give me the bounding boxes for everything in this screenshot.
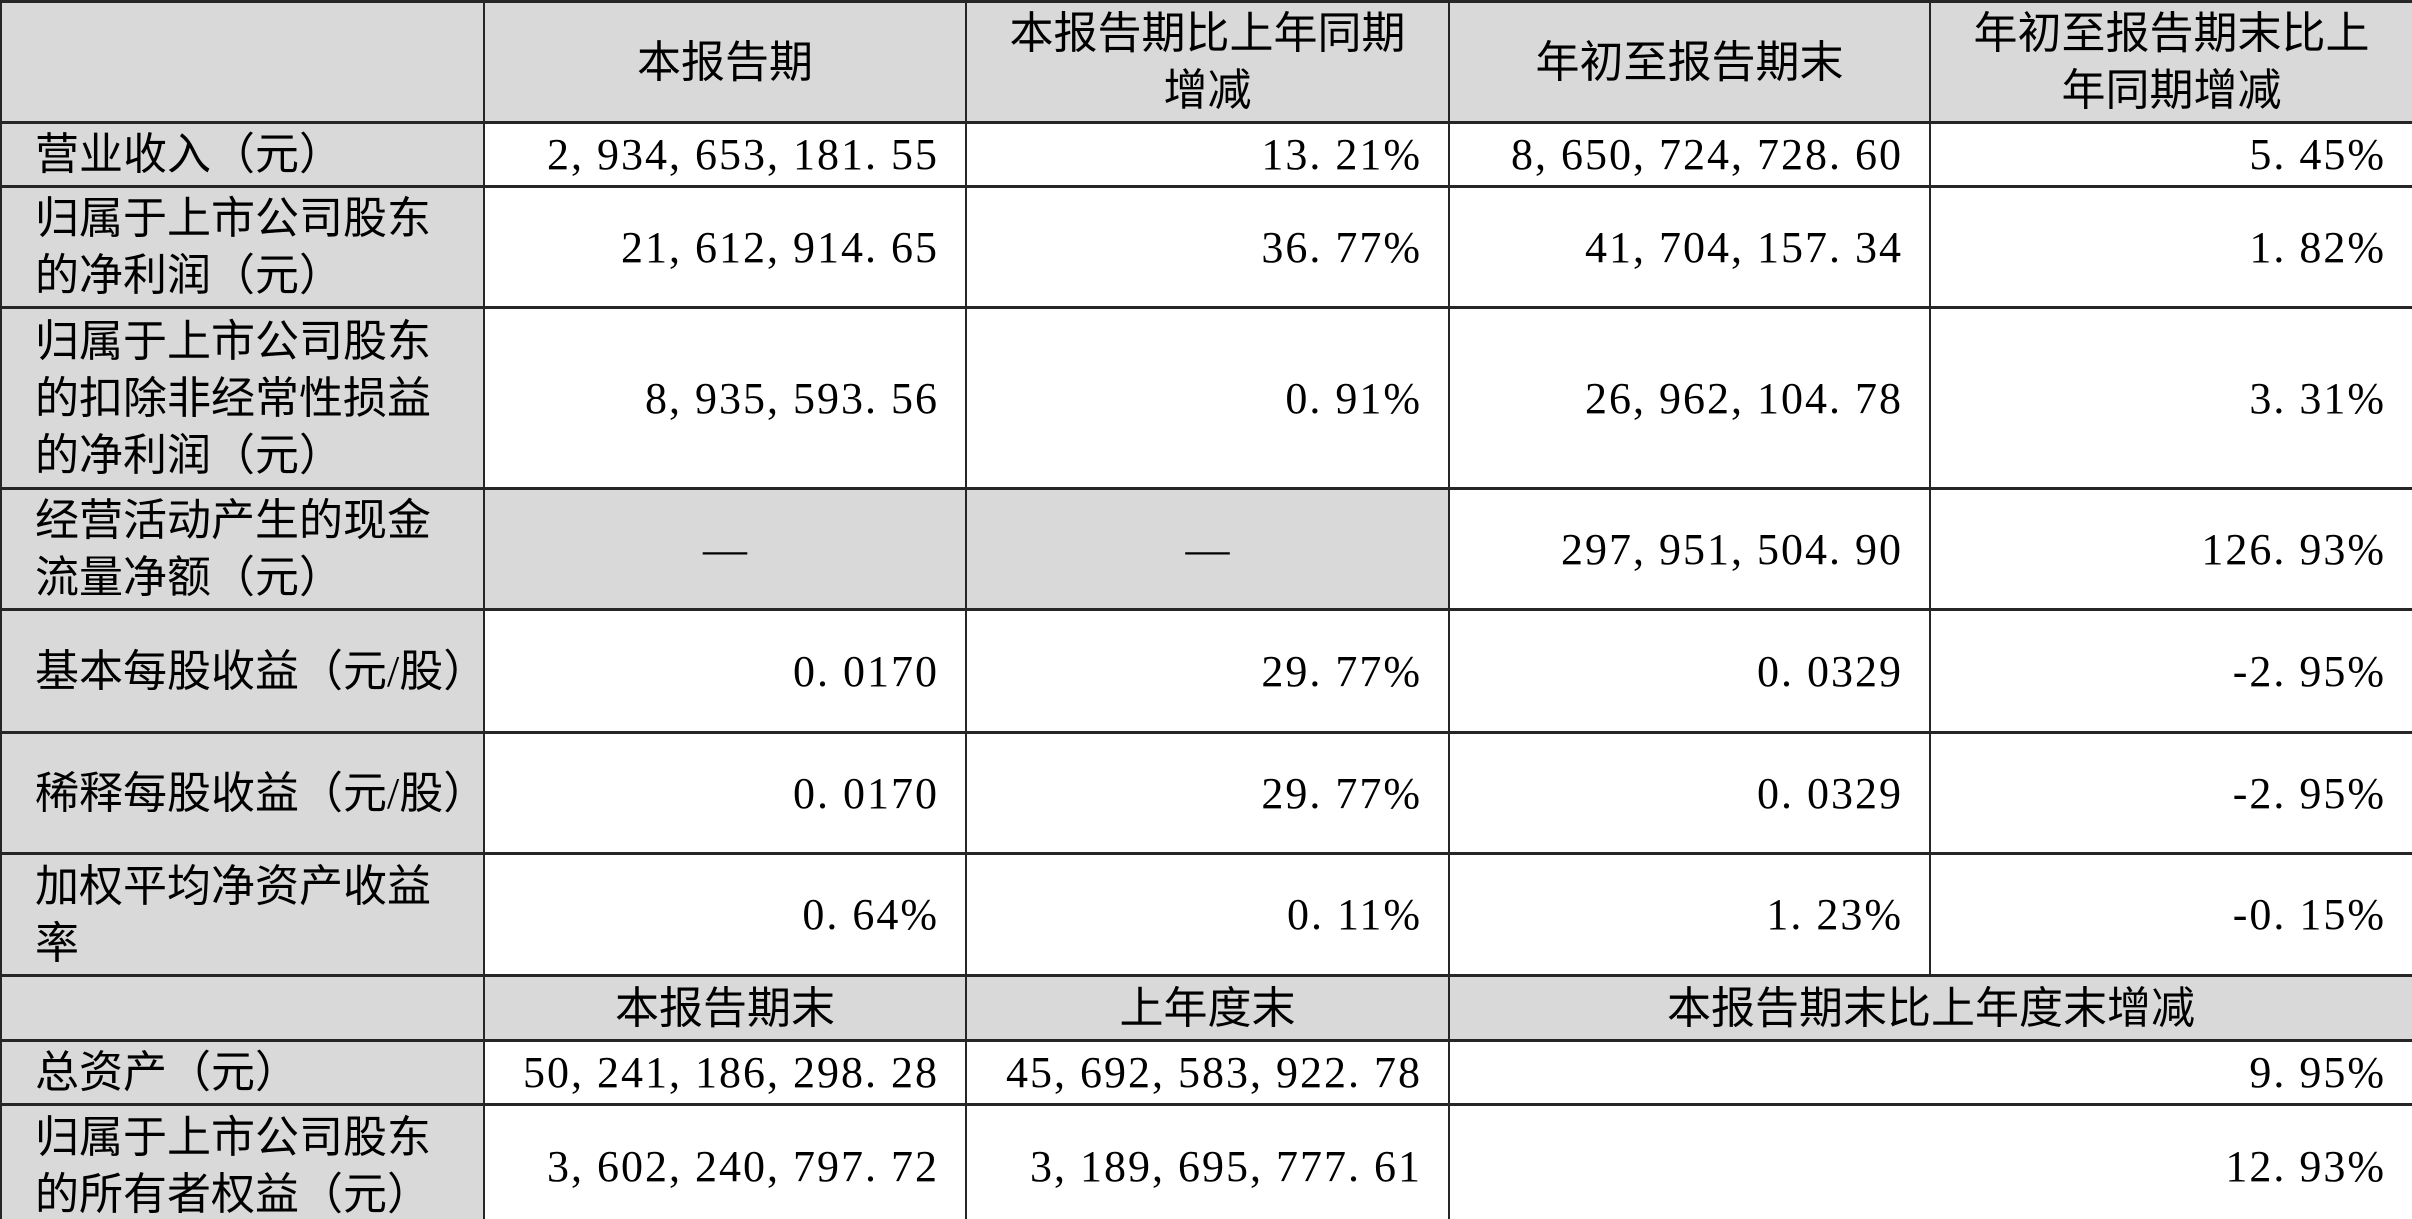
cell-ytd-yoy: 1. 82% — [1929, 185, 2412, 309]
metric-label: 归属于上市公司股东的扣除非经常性损益的净利润（元） — [0, 306, 485, 490]
cell-period-end: 50, 241, 186, 298. 28 — [483, 1039, 967, 1106]
table-row-total-assets: 总资产（元） 50, 241, 186, 298. 28 45, 692, 58… — [0, 1039, 2412, 1106]
cell-ytd: 1. 23% — [1448, 852, 1931, 977]
table-row-basic-eps: 基本每股收益（元/股） 0. 0170 29. 77% 0. 0329 -2. … — [0, 608, 2412, 734]
cell-current-yoy: 13. 21% — [965, 121, 1450, 188]
cell-current: 2, 934, 653, 181. 55 — [483, 121, 967, 188]
metric-label: 稀释每股收益（元/股） — [0, 731, 485, 855]
cell-ytd-yoy: -0. 15% — [1929, 852, 2412, 977]
table-row-weighted-avg-roe: 加权平均净资产收益率 0. 64% 0. 11% 1. 23% -0. 15% — [0, 852, 2412, 977]
cell-prior-year-end: 45, 692, 583, 922. 78 — [965, 1039, 1450, 1106]
cell-ytd: 8, 650, 724, 728. 60 — [1448, 121, 1931, 188]
cell-ytd-yoy: 5. 45% — [1929, 121, 2412, 188]
header-period-end: 本报告期末 — [483, 974, 967, 1042]
cell-ytd-yoy: -2. 95% — [1929, 608, 2412, 734]
cell-current-yoy: 0. 11% — [965, 852, 1450, 977]
cell-period-end: 3, 602, 240, 797. 72 — [483, 1103, 967, 1219]
cell-ytd-yoy: 126. 93% — [1929, 487, 2412, 611]
metric-label: 归属于上市公司股东的净利润（元） — [0, 185, 485, 309]
header-year-to-date-yoy-change: 年初至报告期末比上年同期增减 — [1929, 0, 2412, 124]
table-row-operating-revenue: 营业收入（元） 2, 934, 653, 181. 55 13. 21% 8, … — [0, 121, 2412, 188]
cell-current-yoy-dash: — — [965, 487, 1450, 611]
metric-label: 营业收入（元） — [0, 121, 485, 188]
metric-label: 总资产（元） — [0, 1039, 485, 1106]
cell-change: 12. 93% — [1448, 1103, 2412, 1219]
cell-current: 8, 935, 593. 56 — [483, 306, 967, 490]
cell-current: 0. 0170 — [483, 731, 967, 855]
metric-label: 基本每股收益（元/股） — [0, 608, 485, 734]
header-year-to-date: 年初至报告期末 — [1448, 0, 1931, 124]
table-row-operating-cash-flow: 经营活动产生的现金流量净额（元） — — 297, 951, 504. 90 1… — [0, 487, 2412, 611]
cell-current: 0. 0170 — [483, 608, 967, 734]
table-header-row-balance: 本报告期末 上年度末 本报告期末比上年度末增减 — [0, 974, 2412, 1042]
cell-ytd: 0. 0329 — [1448, 608, 1931, 734]
header-current-period-yoy-change: 本报告期比上年同期增减 — [965, 0, 1450, 124]
cell-ytd-yoy: 3. 31% — [1929, 306, 2412, 490]
cell-current-dash: — — [483, 487, 967, 611]
cell-current-yoy: 29. 77% — [965, 608, 1450, 734]
cell-current-yoy: 36. 77% — [965, 185, 1450, 309]
header-change-vs-prior-year-end: 本报告期末比上年度末增减 — [1448, 974, 2412, 1042]
header-prior-year-end: 上年度末 — [965, 974, 1450, 1042]
header-corner-cell — [0, 0, 485, 124]
cell-prior-year-end: 3, 189, 695, 777. 61 — [965, 1103, 1450, 1219]
cell-current-yoy: 0. 91% — [965, 306, 1450, 490]
cell-current: 0. 64% — [483, 852, 967, 977]
metric-label: 归属于上市公司股东的所有者权益（元） — [0, 1103, 485, 1219]
cell-change: 9. 95% — [1448, 1039, 2412, 1106]
cell-current: 21, 612, 914. 65 — [483, 185, 967, 309]
cell-ytd: 41, 704, 157. 34 — [1448, 185, 1931, 309]
metric-label: 加权平均净资产收益率 — [0, 852, 485, 977]
table-row-net-profit: 归属于上市公司股东的净利润（元） 21, 612, 914. 65 36. 77… — [0, 185, 2412, 309]
cell-ytd: 0. 0329 — [1448, 731, 1931, 855]
header-current-period: 本报告期 — [483, 0, 967, 124]
cell-ytd-yoy: -2. 95% — [1929, 731, 2412, 855]
metric-label: 经营活动产生的现金流量净额（元） — [0, 487, 485, 611]
table-row-net-profit-excl-nonrecurring: 归属于上市公司股东的扣除非经常性损益的净利润（元） 8, 935, 593. 5… — [0, 306, 2412, 490]
cell-ytd: 26, 962, 104. 78 — [1448, 306, 1931, 490]
header-corner-cell — [0, 974, 485, 1042]
table-row-diluted-eps: 稀释每股收益（元/股） 0. 0170 29. 77% 0. 0329 -2. … — [0, 731, 2412, 855]
table-row-owners-equity: 归属于上市公司股东的所有者权益（元） 3, 602, 240, 797. 72 … — [0, 1103, 2412, 1219]
cell-ytd: 297, 951, 504. 90 — [1448, 487, 1931, 611]
cell-current-yoy: 29. 77% — [965, 731, 1450, 855]
table-header-row-period: 本报告期 本报告期比上年同期增减 年初至报告期末 年初至报告期末比上年同期增减 — [0, 0, 2412, 124]
